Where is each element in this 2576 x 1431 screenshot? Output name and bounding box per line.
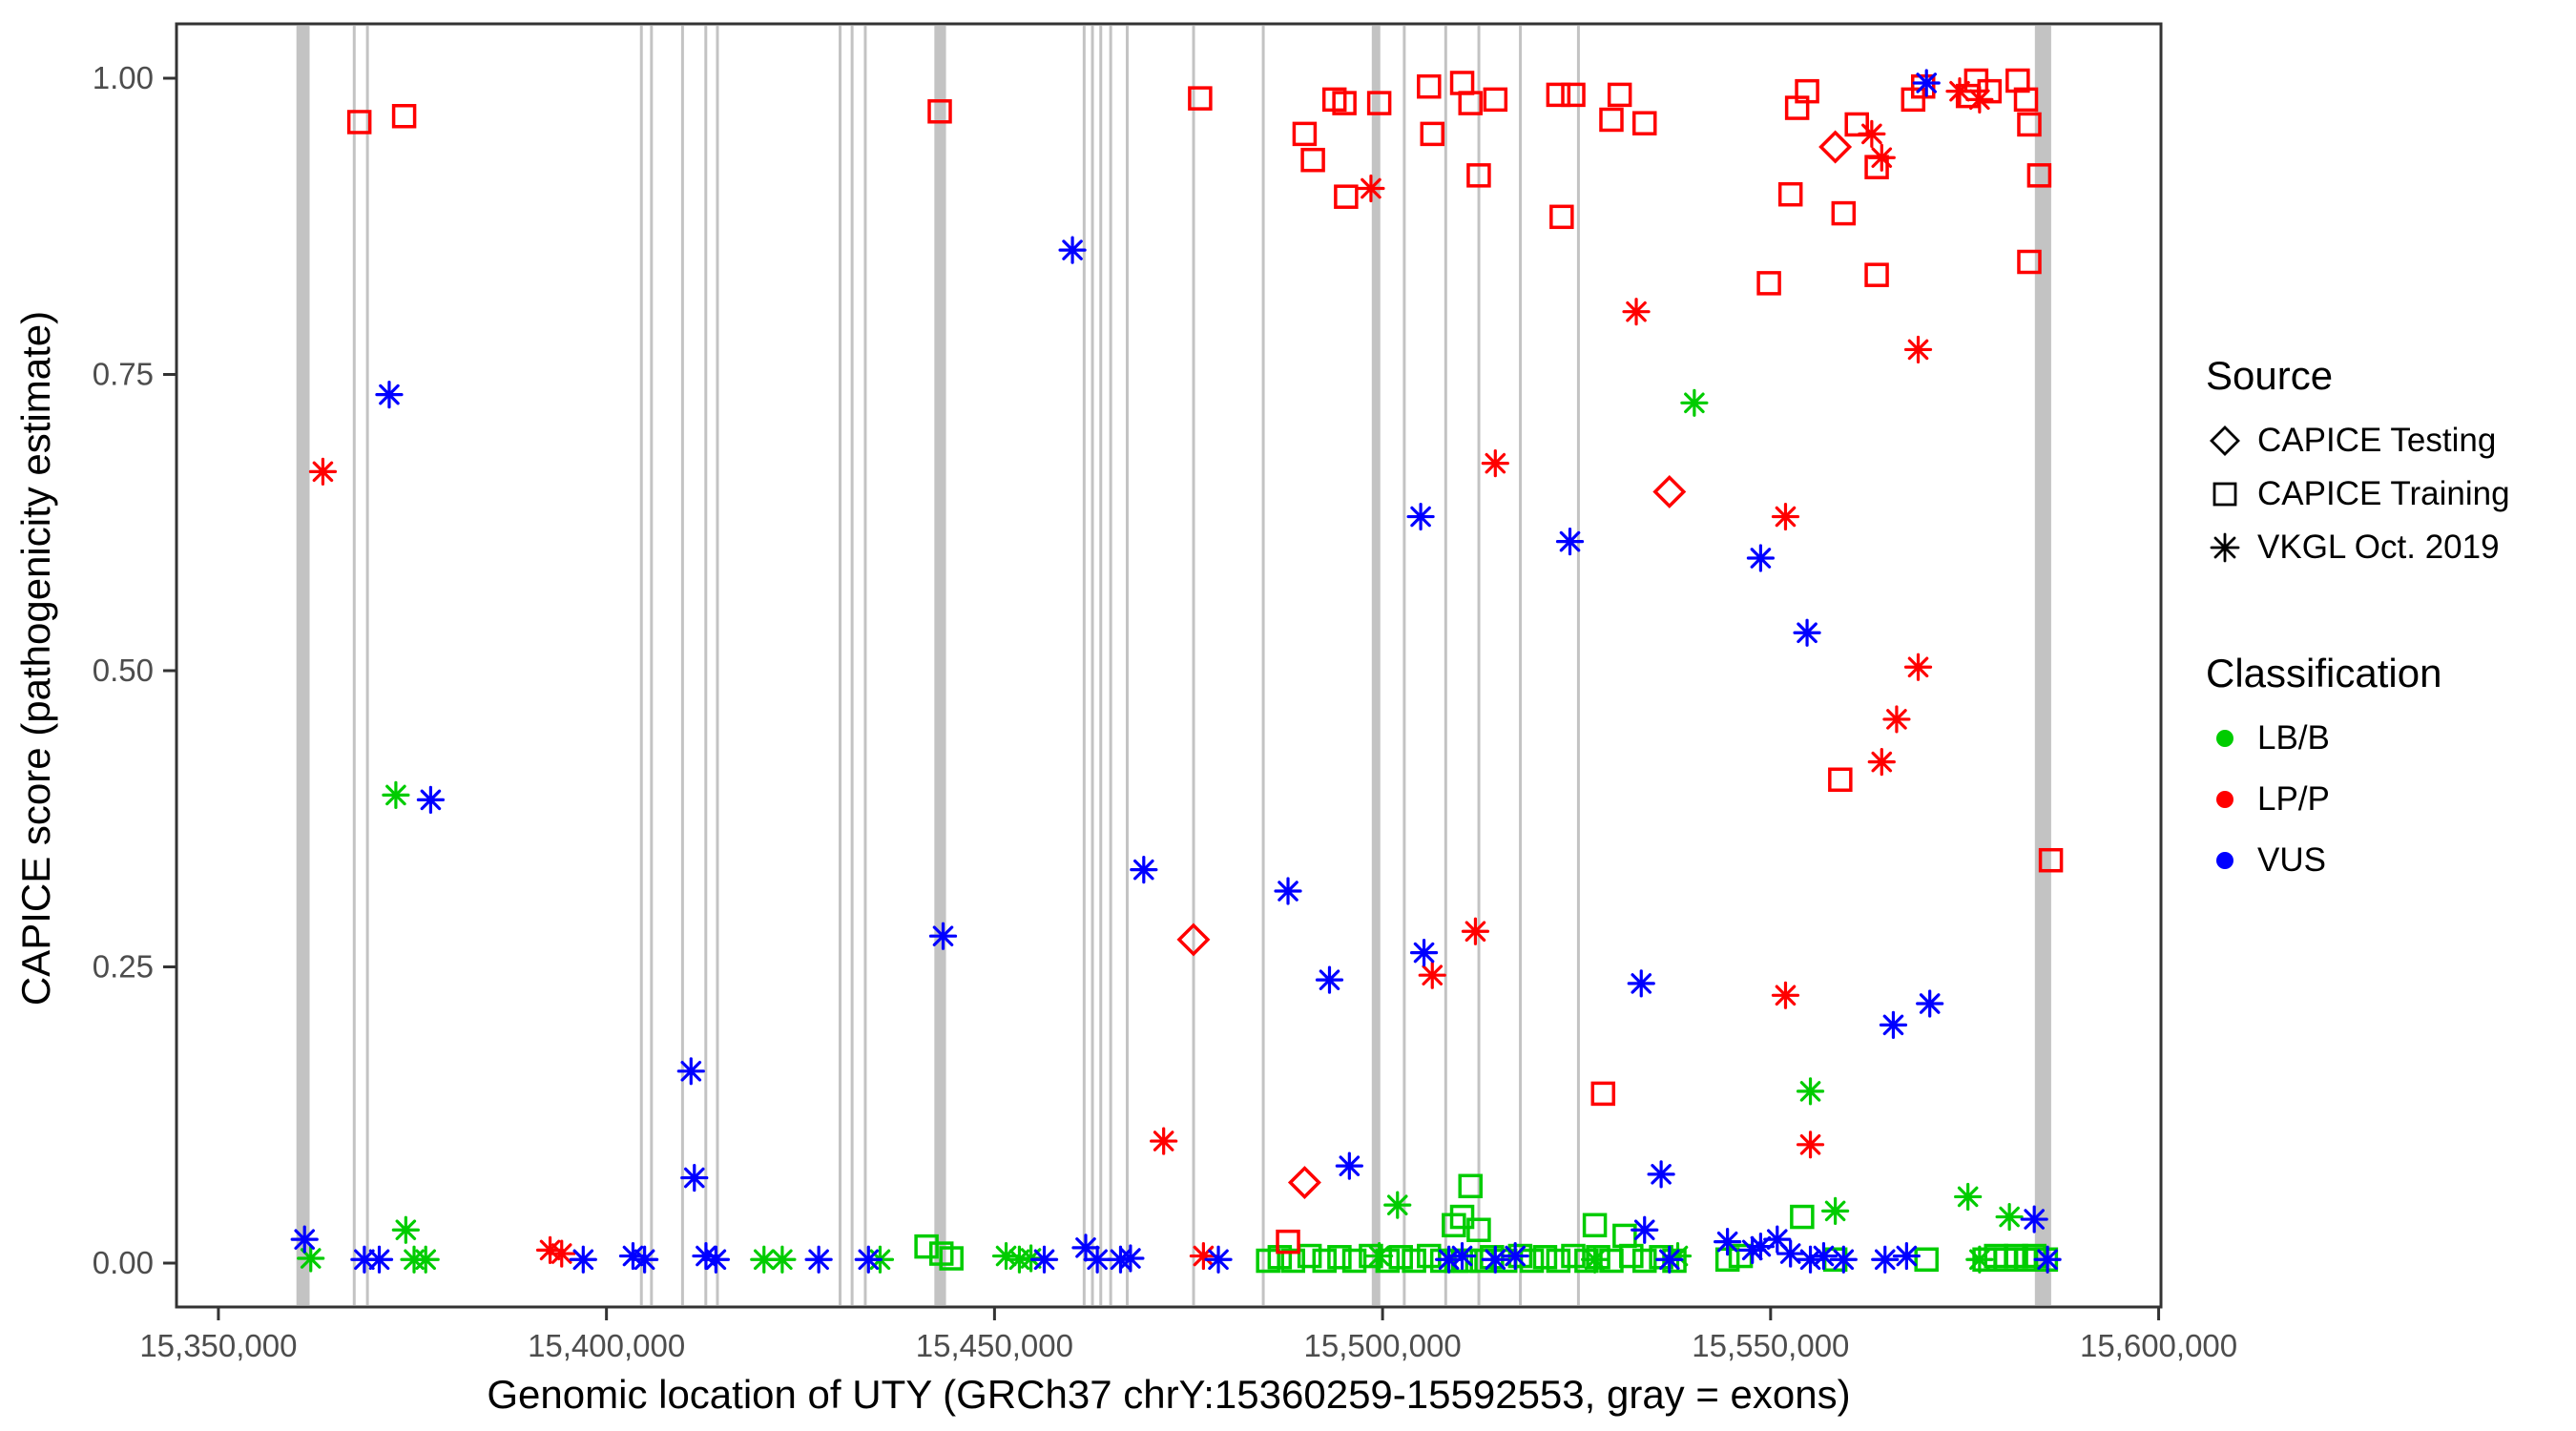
exon-bars bbox=[296, 26, 2051, 1305]
legend-item-vus: VUS bbox=[2206, 841, 2568, 880]
svg-text:15,450,000: 15,450,000 bbox=[916, 1328, 1073, 1363]
plot-panel-border bbox=[175, 22, 2163, 1309]
svg-text:15,350,000: 15,350,000 bbox=[139, 1328, 297, 1363]
legend-item-lpp: LP/P bbox=[2206, 780, 2568, 819]
legend-item-label: LP/P bbox=[2257, 780, 2330, 818]
svg-text:1.00: 1.00 bbox=[93, 60, 154, 95]
legend-item-label: CAPICE Testing bbox=[2257, 422, 2497, 459]
svg-text:0.00: 0.00 bbox=[93, 1245, 154, 1280]
vus-dot-icon bbox=[2206, 841, 2244, 880]
legend-item-capice-testing: CAPICE Testing bbox=[2206, 422, 2568, 460]
svg-text:15,500,000: 15,500,000 bbox=[1304, 1328, 1462, 1363]
axis-ticks: 15,350,000 15,400,000 15,450,000 15,500,000… bbox=[93, 60, 2237, 1363]
svg-text:15,550,000: 15,550,000 bbox=[1692, 1328, 1849, 1363]
legend: Source CAPICE Testing CAPICE Training bbox=[2206, 353, 2568, 902]
legend-item-capice-training: CAPICE Training bbox=[2206, 475, 2568, 513]
legend-source-title: Source bbox=[2206, 353, 2334, 398]
legend-source-group: Source CAPICE Testing CAPICE Training bbox=[2206, 353, 2568, 567]
legend-item-vkgl: VKGL Oct. 2019 bbox=[2206, 529, 2568, 567]
legend-item-label: VUS bbox=[2257, 841, 2326, 879]
series-capice-training-lb-b bbox=[914, 1173, 2059, 1274]
legend-item-lbb: LB/B bbox=[2206, 719, 2568, 757]
y-axis-title: CAPICE score (pathogenicity estimate) bbox=[13, 310, 58, 1006]
svg-text:0.50: 0.50 bbox=[93, 653, 154, 688]
legend-classification-title: Classification bbox=[2206, 651, 2442, 695]
legend-item-label: VKGL Oct. 2019 bbox=[2257, 529, 2500, 566]
legend-item-label: CAPICE Training bbox=[2257, 475, 2510, 512]
series-vkgl-oct-2019-lb-b bbox=[297, 388, 2024, 1274]
legend-item-label: LB/B bbox=[2257, 719, 2330, 757]
x-axis-title: Genomic location of UTY (GRCh37 chrY:153… bbox=[487, 1372, 1851, 1417]
svg-text:15,400,000: 15,400,000 bbox=[528, 1328, 685, 1363]
series-capice-training-lp-p bbox=[346, 68, 2064, 1255]
lbb-dot-icon bbox=[2206, 719, 2244, 757]
series-vkgl-oct-2019-vus bbox=[290, 69, 2062, 1274]
square-icon bbox=[2206, 475, 2244, 513]
legend-classification-group: Classification LB/B LP/P bbox=[2206, 651, 2568, 880]
series-capice-testing-lp-p bbox=[1176, 130, 1853, 1200]
svg-text:0.25: 0.25 bbox=[93, 949, 154, 985]
diamond-icon bbox=[2206, 422, 2244, 460]
series-vkgl-oct-2019-lp-p bbox=[308, 77, 1994, 1271]
svg-text:0.75: 0.75 bbox=[93, 357, 154, 392]
asterisk-icon bbox=[2206, 529, 2244, 567]
svg-text:15,600,000: 15,600,000 bbox=[2080, 1328, 2237, 1363]
lpp-dot-icon bbox=[2206, 780, 2244, 819]
